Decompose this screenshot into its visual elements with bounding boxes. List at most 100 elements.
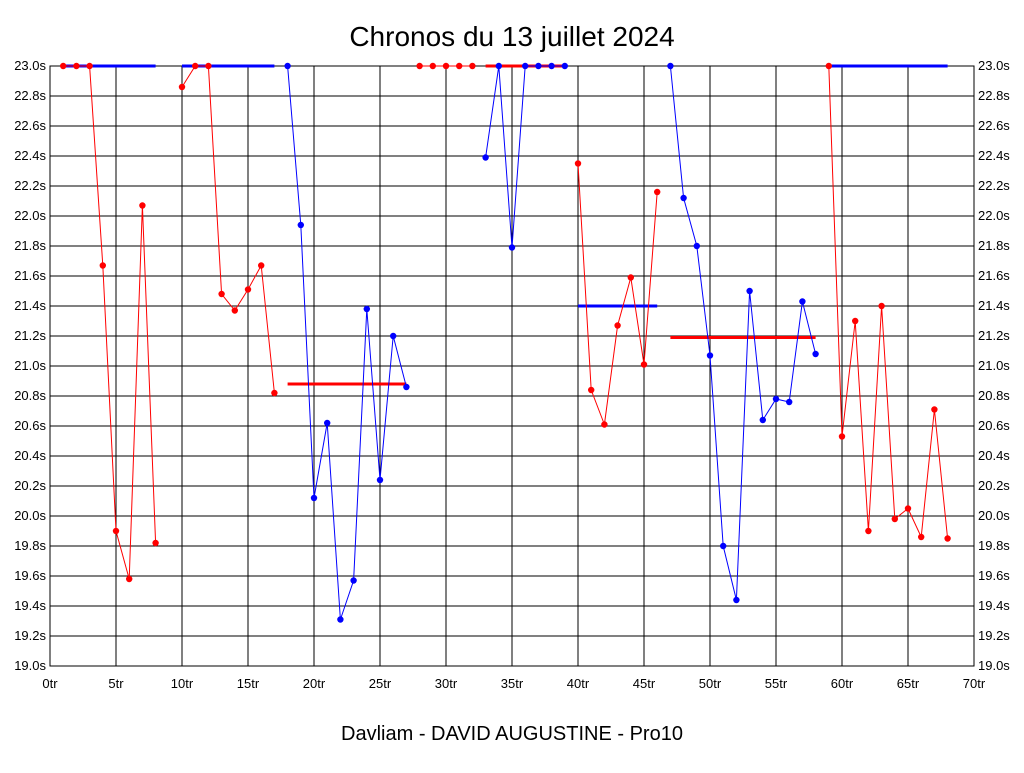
data-point [918,533,925,541]
data-point [86,62,93,70]
y-tick-label-right: 20.4s [978,448,1010,463]
data-point [706,352,714,359]
y-tick-label-left: 22.4s [14,148,46,163]
y-tick-label-right: 19.4s [978,598,1010,613]
y-tick-label-left: 21.4s [14,298,46,313]
data-point [310,494,318,502]
x-tick-label: 30tr [435,676,458,691]
y-tick-label-right: 21.4s [978,298,1010,313]
grid [49,65,975,667]
data-point [865,527,872,535]
y-tick-label-left: 22.6s [14,118,46,133]
data-point [838,433,846,440]
data-point [522,62,529,70]
y-tick-label-right: 22.6s [978,118,1010,133]
y-tick-label-left: 19.0s [14,658,46,673]
y-tick-label-right: 19.6s [978,568,1010,583]
data-point [126,575,133,583]
data-point [720,542,727,550]
x-tick-label: 55tr [765,676,788,691]
data-point [508,244,516,251]
y-tick-label-left: 19.8s [14,538,46,553]
data-point [693,242,700,250]
x-tick-label: 5tr [108,676,124,691]
series [60,62,951,623]
data-point [944,535,951,542]
data-point [429,62,436,70]
y-tick-label-right: 22.4s [978,148,1010,163]
x-tick-label: 15tr [237,676,260,691]
data-point [548,62,555,70]
data-point [390,332,397,340]
x-tick-label: 20tr [303,676,326,691]
y-tick-label-left: 21.8s [14,238,46,253]
data-point [218,290,225,298]
data-point [825,62,832,70]
data-point [614,322,621,329]
y-tick-label-right: 20.6s [978,418,1010,433]
data-point [746,287,753,295]
data-point [812,350,819,358]
data-point [601,421,608,428]
data-point [416,62,423,70]
x-tick-label: 10tr [171,676,194,691]
y-tick-label-left: 20.0s [14,508,46,523]
data-point [112,527,120,535]
data-point [99,262,107,269]
data-point [231,307,238,314]
data-point [640,361,648,368]
y-tick-label-right: 21.6s [978,268,1010,283]
x-tick-label: 50tr [699,676,722,691]
data-point [152,539,159,547]
y-tick-label-left: 22.0s [14,208,46,223]
y-tick-label-left: 22.2s [14,178,46,193]
x-tick-label: 45tr [633,676,656,691]
data-point [482,154,489,161]
series-line [669,65,817,601]
x-tick-label: 0tr [42,676,58,691]
chart-footer: Davliam - DAVID AUGUSTINE - Pro10 [341,723,683,745]
y-tick-label-right: 22.0s [978,208,1010,223]
data-point [878,302,885,310]
data-point [192,62,199,70]
y-tick-label-right: 21.8s [978,238,1010,253]
y-tick-label-right: 20.2s [978,478,1010,493]
y-tick-label-left: 22.8s [14,88,46,103]
data-point [654,188,661,196]
y-tick-label-right: 22.8s [978,88,1010,103]
data-point [350,577,357,584]
data-point [627,274,634,281]
data-point [574,160,582,167]
y-tick-label-left: 20.8s [14,388,46,403]
data-point [561,62,568,70]
y-tick-label-left: 19.2s [14,628,46,643]
data-point [258,262,265,269]
series-line [828,65,949,539]
y-tick-label-right: 19.0s [978,658,1010,673]
y-tick-label-left: 19.4s [14,598,46,613]
x-tick-label: 40tr [567,676,590,691]
data-point [495,62,502,70]
data-point [852,317,859,325]
data-point [244,286,252,293]
y-tick-label-left: 23.0s [14,58,46,73]
data-point [376,476,384,484]
y-tick-label-right: 20.8s [978,388,1010,403]
y-tick-label-right: 21.2s [978,328,1010,343]
data-point [271,389,278,397]
y-tick-label-left: 21.6s [14,268,46,283]
data-point [205,62,212,70]
data-point [456,62,463,70]
data-point [178,83,186,91]
data-point [588,386,595,394]
axes: 19.0s 19.0s 19.2s 19.2s 19.4s 19.4s 19.6s 19.6s… [14,58,1010,691]
data-point [759,416,766,424]
data-point [442,62,450,70]
data-point [469,62,476,70]
data-point [403,383,410,391]
y-tick-label-right: 19.8s [978,538,1010,553]
y-tick-label-right: 21.0s [978,358,1010,373]
data-point [772,395,780,403]
